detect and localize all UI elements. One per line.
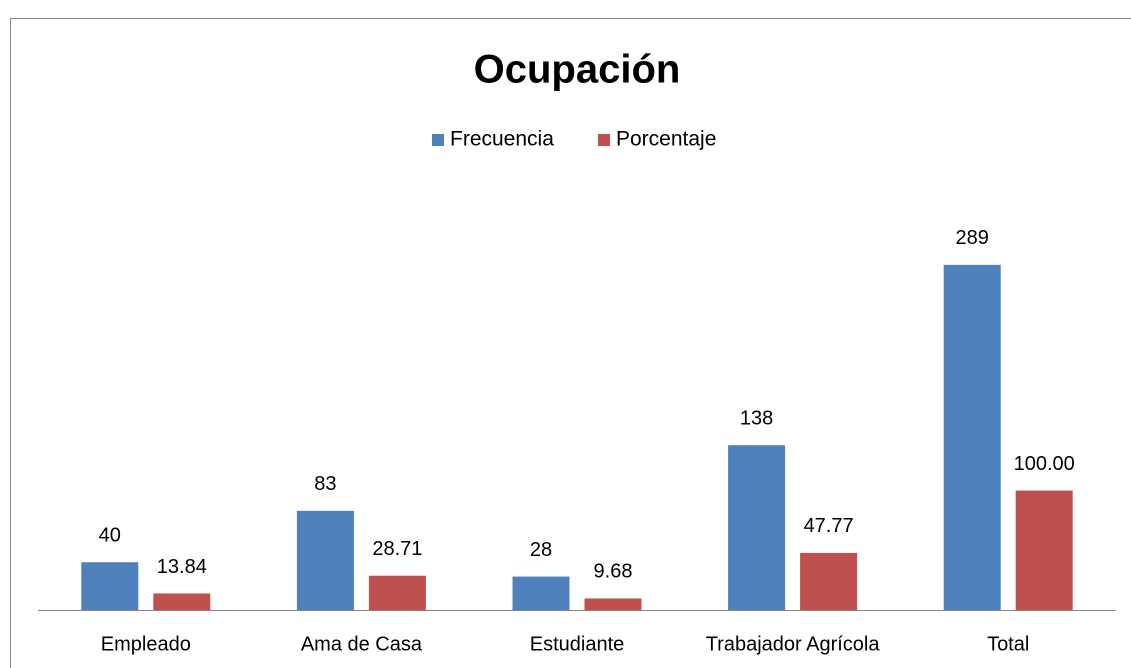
data-label: 83 — [314, 473, 336, 495]
x-tick-label: Empleado — [101, 633, 191, 655]
bar — [800, 552, 858, 610]
data-label: 138 — [740, 407, 773, 429]
bar — [368, 575, 426, 610]
bar — [153, 593, 211, 610]
data-label: 40 — [99, 525, 121, 547]
legend-swatch — [598, 134, 610, 146]
data-label: 28.71 — [372, 538, 422, 560]
bar — [728, 445, 786, 610]
x-tick-label: Ama de Casa — [301, 633, 423, 655]
bar — [943, 264, 1001, 610]
legend-swatch — [432, 134, 444, 146]
x-tick-label: Estudiante — [530, 633, 625, 655]
data-label: 47.77 — [804, 515, 854, 537]
data-label: 100.00 — [1014, 453, 1075, 475]
bar — [584, 598, 642, 610]
bar — [512, 576, 570, 610]
legend-label: Frecuencia — [450, 128, 554, 151]
legend-label: Porcentaje — [616, 128, 716, 151]
bar — [296, 510, 354, 610]
x-tick-label: Trabajador Agrícola — [706, 633, 881, 655]
x-tick-label: Total — [987, 633, 1029, 655]
data-label: 9.68 — [594, 561, 633, 583]
bar — [81, 562, 139, 610]
bar — [1015, 490, 1073, 610]
data-label: 28 — [530, 539, 552, 561]
data-label: 289 — [956, 227, 989, 249]
chart-title: Ocupación — [474, 48, 681, 92]
data-label: 13.84 — [157, 556, 207, 578]
